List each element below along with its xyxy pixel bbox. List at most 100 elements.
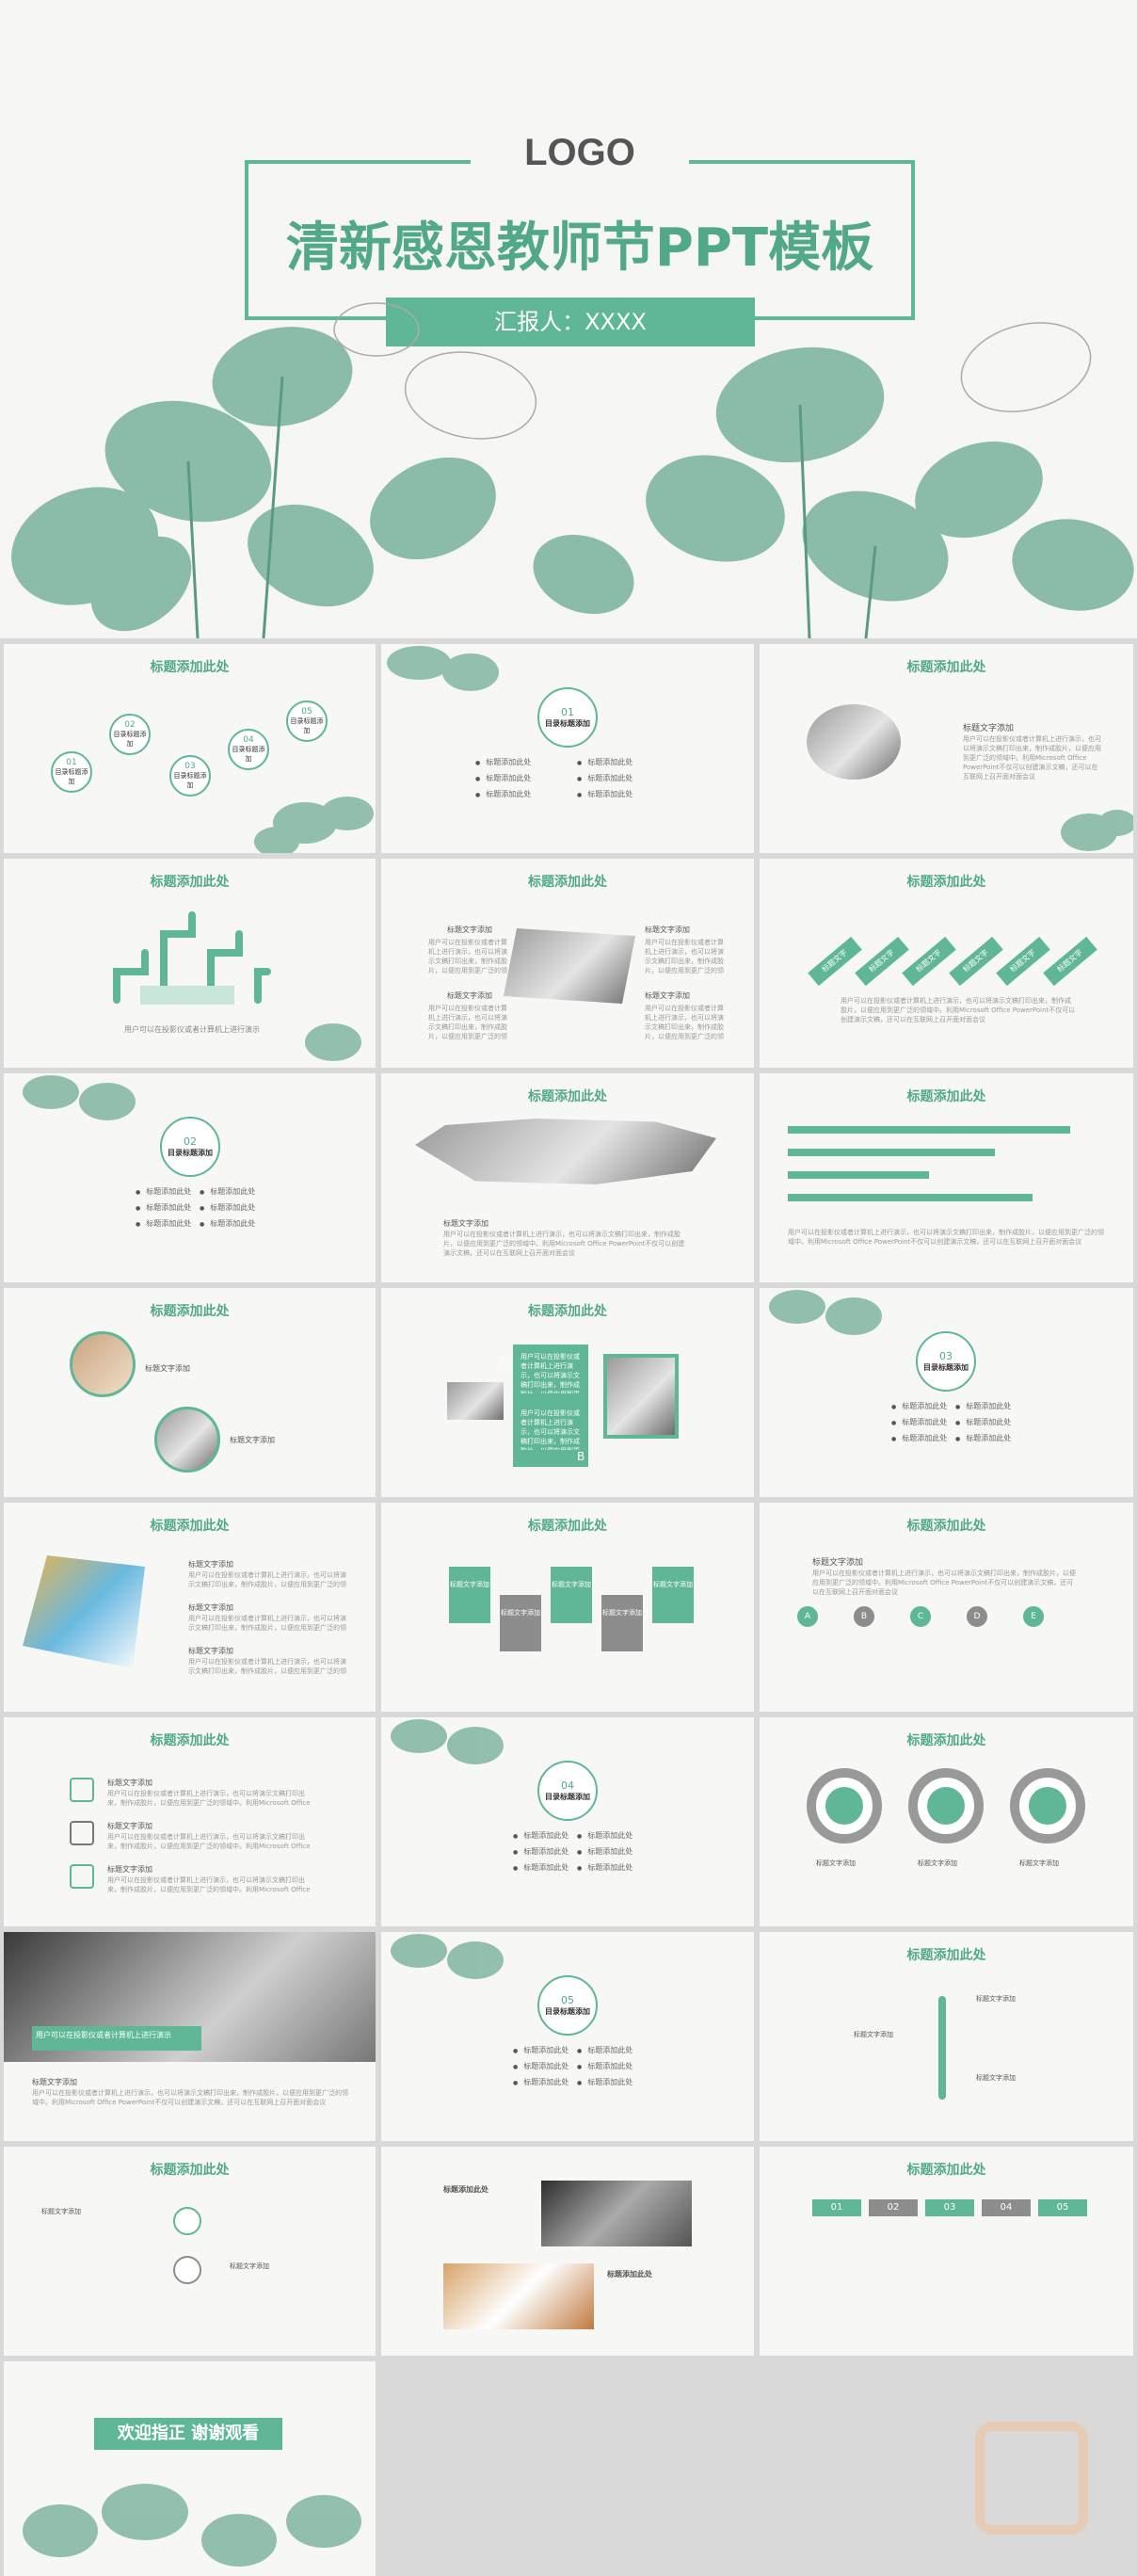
diag-label: 标题文字 [949, 936, 1003, 987]
toc-node-num: 03 [184, 762, 196, 771]
coffee-photo [443, 2263, 594, 2329]
list-item: 标题添加此处 [513, 2062, 568, 2070]
portrait-photo-1 [70, 1331, 136, 1397]
diag-label: 标题文字 [808, 936, 862, 987]
sub-title: 标题文字添加 [1019, 1860, 1059, 1867]
toc-node-label: 目录标题添加 [55, 768, 88, 785]
body-text: 用户可以在投影仪或者计算机上进行演示，也可以将演示文稿打印出来，制作成胶片，以便… [812, 1570, 1076, 1596]
cover-frame-top-right [689, 160, 915, 164]
slide-closing: 欢迎指正 谢谢观看 [4, 2361, 376, 2576]
numbered-card-03: 03 [925, 2199, 974, 2216]
slide-title: 标题添加此处 [906, 660, 986, 675]
list-item: 标题添加此处 [577, 758, 633, 766]
list-item: 标题添加此处 [513, 1847, 568, 1856]
list-item: 标题添加此处 [475, 758, 531, 766]
cover-slide: LOGO 清新感恩教师节PPT模板 汇报人：XXXX [0, 0, 1137, 638]
abc-node-e: E [1023, 1606, 1044, 1627]
corner-leaves [387, 646, 499, 691]
abc-node-b: B [854, 1606, 874, 1627]
pens-photo [603, 1354, 679, 1439]
body-text: 用户可以在投影仪或者计算机上进行演示，也可以将演示文稿打印出来，制作成胶片，以便… [188, 1615, 346, 1632]
magnifier-icon [70, 1778, 94, 1802]
slide-r6c1: 标题添加此处 标题文字添加 用户可以在投影仪或者计算机上进行演示，也可以将演示文… [4, 1717, 376, 1926]
sub-title: 标题文字添加 [976, 2074, 1016, 2082]
list-item: 标题添加此处 [577, 2078, 633, 2086]
toc-node-num: 02 [124, 720, 136, 730]
office-photo [541, 2181, 692, 2246]
list-item: 标题添加此处 [200, 1203, 255, 1212]
list-item: 标题添加此处 [577, 1831, 633, 1840]
list-item: 标题添加此处 [475, 790, 531, 798]
list-item: 标题添加此处 [577, 2062, 633, 2070]
abc-node-a: A [797, 1606, 818, 1627]
section-badge: 02 目录标题添加 [160, 1117, 220, 1177]
laptop-photo [807, 704, 901, 780]
body-text: 用户可以在投影仪或者计算机上进行演示，也可以将演示文稿打印出来，制作成胶片，以便… [107, 1876, 311, 1893]
corner-leaves [254, 797, 374, 853]
body-text: 用户可以在投影仪或者计算机上进行演示，也可以将演示文稿打印出来，制作成胶片，以便… [32, 2089, 348, 2106]
slide-r8c2: 标题添加此处 标题添加此处 [381, 2147, 754, 2356]
list-item: 标题添加此处 [955, 1418, 1011, 1426]
sub-title: 标题文字添加 [812, 1558, 864, 1568]
list-item: 标题添加此处 [577, 1847, 633, 1856]
banner-text: 用户可以在投影仪或者计算机上进行演示 [32, 2026, 201, 2051]
section-badge: 03 目录标题添加 [916, 1331, 976, 1392]
numbered-card-01: 01 [812, 2199, 861, 2216]
list-item: 标题添加此处 [891, 1402, 947, 1410]
sub-title: 标题文字添加 [188, 1647, 233, 1655]
toc-node-label: 目录标题添加 [290, 717, 324, 734]
ab-panel [513, 1344, 588, 1467]
watermark-logo [975, 2422, 1088, 2535]
slide-title: 标题添加此处 [528, 1304, 607, 1319]
section-badge: 04 目录标题添加 [537, 1761, 598, 1821]
section-label: 目录标题添加 [545, 2007, 590, 2016]
slide-title: 标题添加此处 [906, 1089, 986, 1104]
sub-title: 标题文字添加 [230, 2262, 269, 2270]
body-text: 用户可以在投影仪或者计算机上进行演示，也可以将演示文稿打印出来，制作成胶片，以便… [428, 1005, 507, 1040]
timeline-bar [938, 1996, 946, 2100]
toc-node-01: 01 目录标题添加 [51, 751, 92, 793]
slide-title: 标题添加此处 [906, 2163, 986, 2178]
list-item: 标题添加此处 [955, 1402, 1011, 1410]
body-text: 用户可以在投影仪或者计算机上进行演示，也可以将演示文稿打印出来，制作成胶片，以便… [788, 1229, 1104, 1246]
sub-title: 标题文字添加 [145, 1364, 190, 1373]
monitor-icon [1010, 1768, 1085, 1843]
label-b: B [577, 1450, 585, 1463]
slide-title: 标题添加此处 [528, 1519, 607, 1534]
toc-node-num: 05 [301, 707, 312, 716]
list-item: 标题添加此处 [513, 1831, 568, 1840]
section-num: 02 [184, 1135, 197, 1148]
item-heading: 标题添加此处 [607, 2270, 652, 2278]
section-label: 目录标题添加 [923, 1363, 969, 1372]
diag-label: 标题文字 [1043, 936, 1097, 987]
slide-title: 标题添加此处 [906, 1733, 986, 1748]
sun-icon [908, 1768, 984, 1843]
tablet-photo [447, 1382, 504, 1420]
sub-title: 标题文字添加 [107, 1822, 152, 1830]
slide-r1c3: 标题添加此处 标题文字添加 用户可以在投影仪或者计算机上进行演示，也可以将演示文… [760, 644, 1133, 853]
slide-r8c1: 标题添加此处 标题文字添加 标题文字添加 [4, 2147, 376, 2356]
chart-icon [173, 2256, 201, 2284]
slide-r3c2: 标题添加此处 标题文字添加 用户可以在投影仪或者计算机上进行演示，也可以将演示文… [381, 1073, 754, 1282]
user-icon [807, 1768, 882, 1843]
list-item: 标题添加此处 [513, 1863, 568, 1872]
banner-4: 标题文字添加 [601, 1595, 643, 1651]
gear-icon [70, 1821, 94, 1845]
sub-title: 标题文字添加 [963, 724, 1015, 733]
corner-leaves [391, 1719, 504, 1764]
abc-node-d: D [967, 1606, 987, 1627]
people-rows [788, 1126, 1070, 1201]
section-num: 01 [561, 706, 574, 718]
slide-title: 标题添加此处 [150, 2163, 230, 2178]
slide-r2c2: 标题添加此处 标题文字添加 用户可以在投影仪或者计算机上进行演示，也可以将演示文… [381, 859, 754, 1068]
numbered-card-02: 02 [869, 2199, 918, 2216]
slide-title: 标题添加此处 [150, 1733, 230, 1748]
closing-leaves [23, 2484, 361, 2567]
